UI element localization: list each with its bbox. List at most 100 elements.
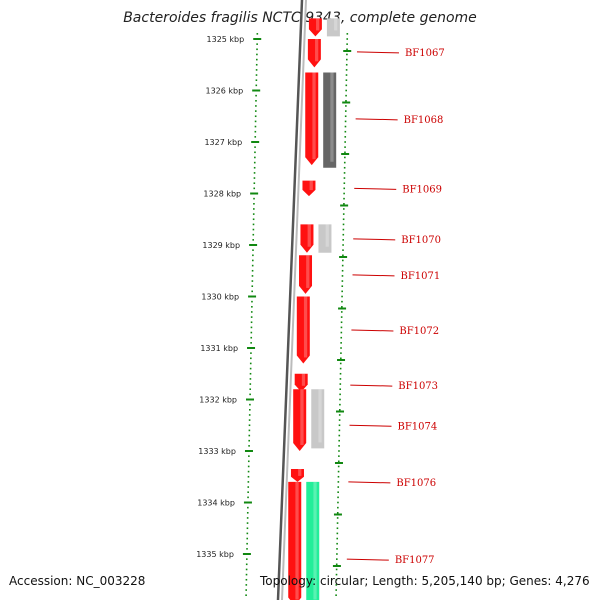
reverse-gene-feature[interactable]	[326, 18, 340, 37]
scale-minor-tick-right	[341, 300, 343, 303]
scale-minor-tick-right	[341, 269, 344, 272]
scale-minor-tick	[252, 213, 255, 215]
forward-gene-feature[interactable]	[293, 389, 307, 451]
gene-leader-line	[354, 187, 397, 190]
forward-gene-feature[interactable]	[305, 72, 319, 166]
scale-tick-label: 1333 kbp	[198, 447, 236, 456]
scale-minor-tick-right	[338, 429, 341, 432]
scale-minor-tick	[255, 105, 257, 107]
forward-gene-feature[interactable]	[300, 224, 314, 253]
scale-minor-tick-right	[336, 527, 339, 530]
scale-minor-tick	[250, 342, 252, 344]
gene-label-bf1074[interactable]: BF1074	[397, 421, 437, 432]
feature-highlight	[303, 296, 308, 358]
scale-minor-tick	[247, 496, 249, 499]
gene-label-bf1076[interactable]: BF1076	[396, 478, 436, 489]
scale-minor-tick	[256, 53, 258, 56]
reverse-gene-feature[interactable]	[311, 389, 325, 449]
scale-minor-tick	[247, 486, 250, 488]
accession-text: Accession: NC_003228	[9, 574, 146, 588]
scale-minor-tick	[252, 228, 255, 231]
scale-minor-tick	[248, 455, 250, 457]
scale-minor-tick	[252, 249, 254, 251]
scale-minor-tick	[249, 372, 252, 375]
scale-minor-tick-right	[339, 362, 342, 365]
scale-minor-tick	[250, 336, 253, 339]
forward-gene-feature[interactable]	[302, 180, 316, 197]
scale-minor-tick-right	[340, 321, 343, 324]
scale-minor-tick-right	[343, 192, 345, 195]
scale-minor-tick	[254, 130, 257, 133]
gene-label-bf1071[interactable]: BF1071	[401, 271, 441, 282]
scale-minor-tick-right	[342, 239, 345, 241]
scale-minor-tick-right	[346, 38, 349, 40]
scale-tick-label: 1331 kbp	[200, 344, 238, 353]
scale-minor-tick	[248, 424, 251, 427]
scale-minor-tick-right	[341, 264, 344, 267]
scale-minor-tick	[248, 434, 251, 437]
scale-minor-tick	[252, 233, 255, 236]
forward-gene-feature[interactable]	[290, 469, 304, 482]
scale-minor-tick	[246, 512, 249, 514]
scale-minor-tick-right	[342, 233, 345, 236]
forward-gene-feature[interactable]	[288, 481, 302, 600]
scale-minor-tick	[248, 429, 251, 432]
scale-minor-tick-right	[335, 563, 338, 566]
scale-minor-tick-right	[336, 512, 339, 514]
scale-minor-tick-right	[335, 584, 338, 586]
gene-label-bf1069[interactable]: BF1069	[402, 184, 442, 195]
gene-label-bf1067[interactable]: BF1067	[405, 48, 445, 59]
forward-gene-feature[interactable]	[299, 255, 313, 294]
genome-backbone	[276, 0, 307, 600]
scale-minor-tick	[246, 548, 248, 550]
gene-label-bf1077[interactable]: BF1077	[395, 555, 435, 566]
scale-minor-tick	[249, 383, 252, 385]
scale-tick-label: 1325 kbp	[207, 35, 245, 44]
scale-minor-tick-right	[340, 336, 343, 339]
scale-minor-tick	[251, 259, 254, 262]
reverse-gene-feature[interactable]	[323, 72, 337, 168]
gene-label-bf1073[interactable]: BF1073	[398, 381, 438, 392]
scale-minor-tick	[247, 460, 250, 463]
scale-minor-tick-right	[336, 553, 338, 555]
scale-minor-tick-right	[343, 172, 346, 174]
feature-highlight	[334, 18, 338, 31]
scale-minor-tick	[253, 197, 255, 200]
reverse-gene-feature[interactable]	[318, 224, 332, 253]
scale-minor-tick-right	[345, 63, 348, 66]
scale-tick-label: 1328 kbp	[203, 190, 241, 199]
scale-minor-tick-right	[336, 542, 338, 545]
scale-minor-tick	[248, 439, 250, 442]
scale-minor-tick-right	[340, 342, 342, 344]
forward-gene-feature[interactable]	[294, 373, 308, 392]
scale-minor-tick-right	[339, 403, 341, 406]
scale-minor-tick	[252, 218, 255, 221]
reverse-gene-feature[interactable]	[306, 481, 320, 600]
scale-minor-tick-right	[336, 558, 338, 560]
gene-label-bf1070[interactable]: BF1070	[401, 235, 441, 246]
scale-tick-label: 1330 kbp	[201, 293, 239, 302]
scale-minor-tick	[256, 58, 258, 61]
forward-gene-feature[interactable]	[307, 39, 321, 68]
scale-minor-tick	[254, 151, 256, 154]
scale-minor-tick	[250, 352, 252, 354]
scale-minor-tick-right	[344, 146, 346, 148]
scale-minor-tick-right	[343, 203, 345, 205]
forward-gene-feature[interactable]	[308, 18, 322, 37]
scale-minor-tick-right	[335, 589, 337, 591]
scale-minor-tick-right	[342, 213, 345, 215]
scale-minor-tick	[254, 125, 257, 128]
gene-leader-line	[356, 51, 399, 54]
gene-leader-line	[352, 274, 395, 277]
scale-minor-tick-right	[346, 58, 348, 61]
forward-gene-feature[interactable]	[296, 296, 310, 364]
gene-label-bf1072[interactable]: BF1072	[399, 326, 439, 337]
gene-label-bf1068[interactable]: BF1068	[404, 115, 444, 126]
scale-tick-label: 1329 kbp	[202, 241, 240, 250]
gene-leader-line	[350, 384, 393, 387]
scale-minor-tick-right	[338, 445, 340, 447]
scale-minor-tick-right	[342, 218, 345, 221]
gene-leader-line	[349, 424, 392, 427]
scale-minor-tick-right	[346, 48, 348, 51]
